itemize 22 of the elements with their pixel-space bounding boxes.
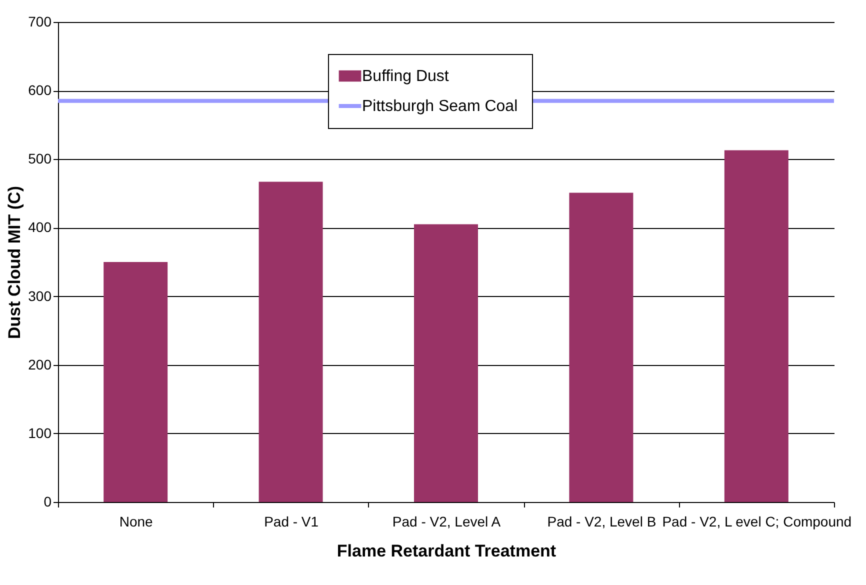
x-tick-label: Pad - V2, L evel C; Compound [662,514,852,530]
bar [569,192,634,502]
x-tick-label: Pad - V2, Level B [547,514,656,530]
y-tick-label: 700 [28,14,52,30]
x-tick-label: Pad - V2, Level A [392,514,502,530]
x-axis-title: Flame Retardant Treatment [336,542,556,560]
y-tick-label: 500 [28,150,52,167]
bar [414,224,478,502]
bar [724,150,788,502]
x-tick-label: Pad - V1 [264,514,319,530]
y-tick-label: 200 [28,356,52,372]
legend-label: Buffing Dust [362,68,450,85]
y-tick-label: 100 [28,424,52,441]
bar [104,262,168,502]
y-tick-label: 300 [28,288,52,304]
x-tick-label: None [119,514,154,530]
y-tick-label: 600 [28,82,52,98]
ref-line-label: Pittsburgh Seam Coal [362,98,518,115]
bar [258,182,323,502]
y-tick-label: 0 [44,494,52,510]
y-tick-label: 400 [28,219,52,236]
y-axis-title: Dust Cloud MIT (C) [5,186,24,339]
